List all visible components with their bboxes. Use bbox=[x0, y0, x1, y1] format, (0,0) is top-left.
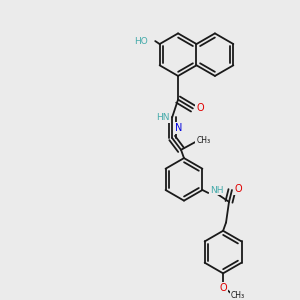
Text: HN: HN bbox=[156, 113, 169, 122]
Text: NH: NH bbox=[210, 185, 223, 194]
Text: N: N bbox=[175, 123, 182, 133]
Text: O: O bbox=[196, 103, 204, 113]
Text: O: O bbox=[219, 283, 227, 293]
Text: CH₃: CH₃ bbox=[231, 291, 245, 300]
Text: HO: HO bbox=[134, 37, 148, 46]
Text: CH₃: CH₃ bbox=[196, 136, 210, 146]
Text: O: O bbox=[234, 184, 242, 194]
